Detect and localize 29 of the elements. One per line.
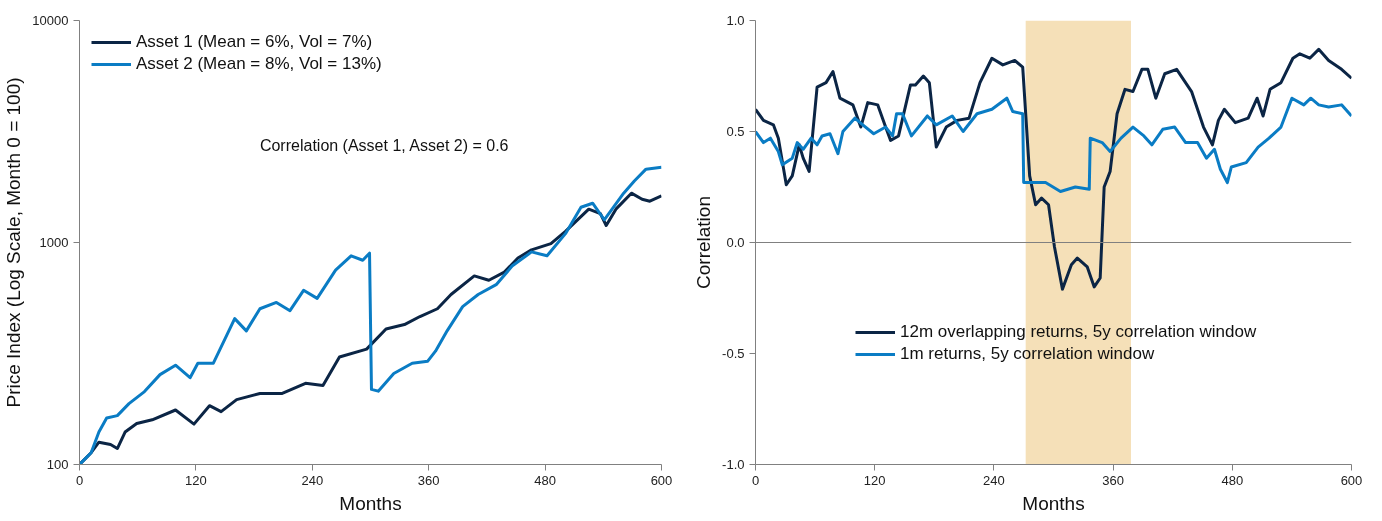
x-axis-title: Months — [1022, 492, 1085, 514]
x-tick-label: 120 — [185, 472, 207, 488]
x-tick-label: 480 — [534, 472, 556, 488]
x-tick-label: 0 — [75, 472, 84, 488]
annotation: Correlation (Asset 1, Asset 2) = 0.6 — [259, 136, 509, 154]
y-axis-title: Price Index (Log Scale, Month 0 = 100) — [3, 77, 25, 408]
x-tick-label: 360 — [1102, 472, 1124, 488]
x-tick-label: 600 — [650, 472, 673, 488]
y-tick-label: 0.0 — [726, 235, 745, 250]
x-tick-label: 480 — [1221, 472, 1244, 488]
y-tick-label: 1.0 — [726, 13, 745, 28]
x-axis-title: Months — [339, 492, 402, 514]
x-tick-label: 600 — [1340, 472, 1363, 488]
y-axis-title: Correlation — [693, 196, 715, 289]
x-tick-label: 240 — [301, 472, 324, 488]
legend-label: 12m overlapping returns, 5y correlation window — [900, 322, 1257, 342]
x-tick-label: 240 — [983, 472, 1005, 488]
x-tick-label: 120 — [863, 472, 886, 488]
y-tick-label: 100 — [46, 457, 69, 472]
y-tick-label: 0.5 — [726, 124, 745, 139]
y-tick-label: -0.5 — [722, 346, 745, 361]
y-tick-label: 1000 — [39, 235, 69, 250]
y-tick-label: -1.0 — [722, 457, 745, 472]
legend-label: Asset 2 (Mean = 8%, Vol = 13%) — [136, 54, 382, 74]
x-tick-label: 0 — [751, 472, 760, 488]
y-tick-label: 10000 — [32, 13, 69, 28]
x-tick-label: 360 — [417, 472, 440, 488]
legend-label: 1m returns, 5y correlation window — [900, 344, 1155, 364]
legend-label: Asset 1 (Mean = 6%, Vol = 7%) — [136, 32, 373, 52]
